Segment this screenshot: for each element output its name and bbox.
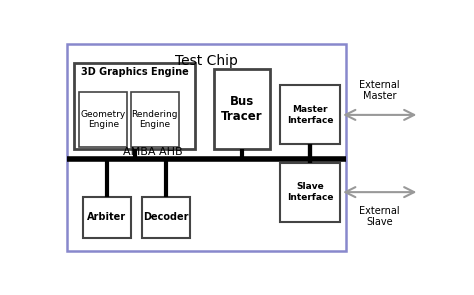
Text: Bus
Tracer: Bus Tracer (221, 95, 263, 123)
Text: Test Chip: Test Chip (175, 54, 237, 68)
Text: Arbiter: Arbiter (87, 212, 127, 222)
Text: External
Master: External Master (359, 80, 400, 101)
FancyBboxPatch shape (131, 92, 179, 147)
FancyBboxPatch shape (74, 63, 195, 149)
FancyBboxPatch shape (142, 197, 190, 237)
Text: AMBA AHB: AMBA AHB (123, 147, 183, 157)
FancyBboxPatch shape (280, 85, 340, 145)
Text: External
Slave: External Slave (359, 206, 400, 227)
FancyBboxPatch shape (213, 70, 271, 149)
Text: Decoder: Decoder (143, 212, 189, 222)
FancyBboxPatch shape (80, 92, 127, 147)
FancyBboxPatch shape (83, 197, 131, 237)
Text: Geometry
Engine: Geometry Engine (81, 110, 126, 129)
Text: Master
Interface: Master Interface (287, 105, 333, 124)
Text: Rendering
Engine: Rendering Engine (131, 110, 178, 129)
FancyBboxPatch shape (280, 163, 340, 222)
Text: Slave
Interface: Slave Interface (287, 182, 333, 202)
Text: 3D Graphics Engine: 3D Graphics Engine (81, 67, 189, 77)
FancyBboxPatch shape (66, 45, 346, 251)
